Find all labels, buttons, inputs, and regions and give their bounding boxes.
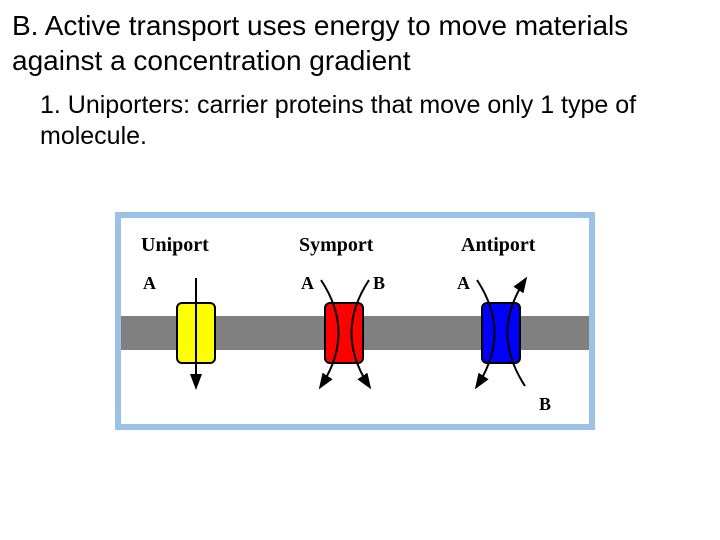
transport-arrow: [477, 280, 495, 386]
transport-diagram: UniportASymportABAntiportAB: [115, 212, 595, 430]
transport-arrow: [321, 280, 339, 386]
diagram-inner: UniportASymportABAntiportAB: [121, 218, 589, 424]
section-heading: B. Active transport uses energy to move …: [0, 0, 720, 78]
arrows-layer: [121, 218, 589, 424]
section-subheading: 1. Uniporters: carrier proteins that mov…: [0, 78, 720, 153]
transport-arrow: [352, 280, 370, 386]
transport-arrow: [508, 280, 526, 386]
